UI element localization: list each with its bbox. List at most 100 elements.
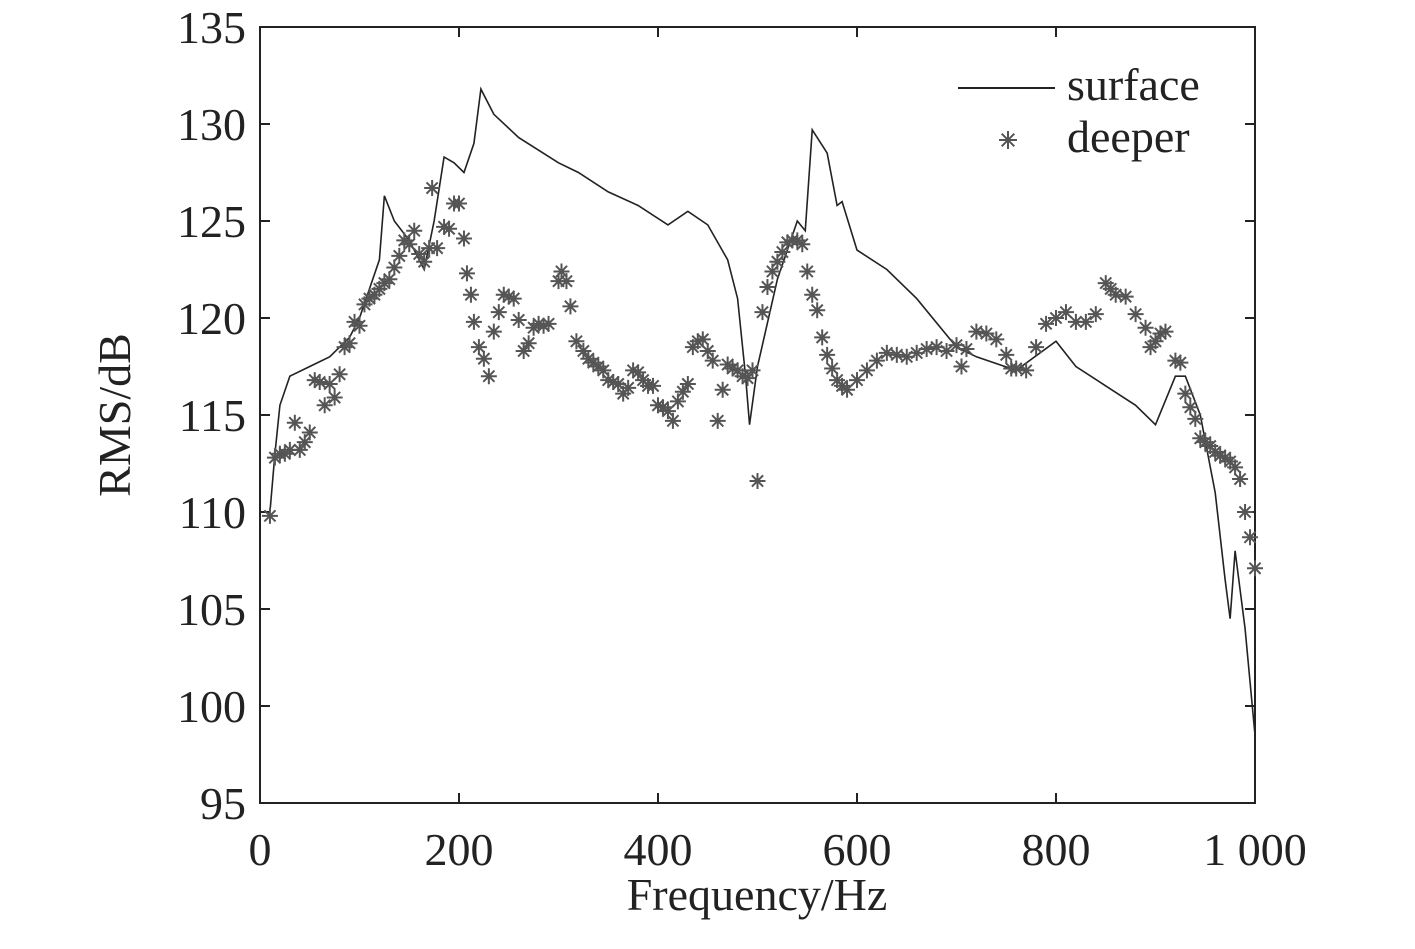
scatter-point: [480, 368, 497, 385]
scatter-point: [724, 360, 741, 377]
scatter-point: [436, 218, 453, 235]
scatter-point: [465, 313, 482, 330]
x-axis-label: Frequency/Hz: [627, 869, 888, 920]
scatter-point: [286, 414, 303, 431]
scatter-point: [714, 381, 731, 398]
scatter-point: [1167, 352, 1184, 369]
scatter-point: [908, 344, 925, 361]
scatter-point: [699, 342, 716, 359]
scatter-point: [749, 472, 766, 489]
scatter-point: [535, 317, 552, 334]
scatter-point: [391, 247, 408, 264]
scatter-point: [406, 222, 423, 239]
scatter-point: [429, 240, 446, 257]
scatter-point: [968, 323, 985, 340]
scatter-point: [1018, 362, 1035, 379]
scatter-point: [1212, 447, 1229, 464]
scatter-point: [978, 325, 995, 342]
scatter-point: [1117, 288, 1134, 305]
scatter-point: [520, 335, 537, 352]
y-tick-label: 95: [200, 778, 246, 829]
scatter-point: [1172, 354, 1189, 371]
scatter-point: [1177, 385, 1194, 402]
scatter-point: [1157, 323, 1174, 340]
scatter-point: [769, 253, 786, 270]
scatter-point: [296, 434, 313, 451]
y-tick-label: 120: [177, 293, 246, 344]
scatter-point: [958, 341, 975, 358]
scatter-point: [988, 331, 1005, 348]
scatter-point: [301, 424, 318, 441]
scatter-point: [568, 333, 585, 350]
scatter-point: [754, 304, 771, 321]
x-tick-label: 0: [249, 824, 272, 875]
scatter-point: [424, 180, 441, 197]
legend-label: deeper: [1067, 111, 1190, 162]
y-tick-label: 100: [177, 681, 246, 732]
scatter-point: [381, 271, 398, 288]
scatter-point: [575, 342, 592, 359]
scatter-point: [868, 352, 885, 369]
y-tick-label: 130: [177, 99, 246, 150]
scatter-point: [386, 259, 403, 276]
scatter-point: [953, 358, 970, 375]
scatter-point: [734, 368, 751, 385]
scatter-point: [1008, 360, 1025, 377]
scatter-point: [674, 383, 691, 400]
y-tick-label: 105: [177, 584, 246, 635]
scatter-point: [928, 339, 945, 356]
scatter-point: [679, 375, 696, 392]
scatter-point: [326, 389, 343, 406]
scatter-point: [744, 362, 761, 379]
scatter-point: [1127, 306, 1144, 323]
scatter-point: [1232, 471, 1249, 488]
scatter-point: [998, 346, 1015, 363]
scatter-point: [605, 374, 622, 391]
scatter-point: [779, 234, 796, 251]
scatter-point: [689, 333, 706, 350]
scatter-point: [530, 315, 547, 332]
scatter-point: [1067, 313, 1084, 330]
scatter-point: [1182, 399, 1199, 416]
scatter-point: [470, 339, 487, 356]
scatter-point: [630, 364, 647, 381]
scatter-point: [540, 315, 557, 332]
scatter-point: [709, 412, 726, 429]
scatter-point: [625, 362, 642, 379]
scatter-point: [441, 220, 458, 237]
scatter-point: [595, 362, 612, 379]
scatter-point: [485, 323, 502, 340]
scatter-point: [645, 377, 662, 394]
scatter-point: [455, 230, 472, 247]
scatter-point: [694, 331, 711, 348]
scatter-point: [1147, 333, 1164, 350]
scatter-point: [804, 286, 821, 303]
scatter-point: [704, 352, 721, 369]
scatter-point: [888, 346, 905, 363]
scatter-point: [291, 441, 308, 458]
scatter-point: [462, 286, 479, 303]
scatter-point: [281, 441, 298, 458]
scatter-point: [1077, 313, 1094, 330]
legend-swatch: [999, 131, 1017, 149]
x-tick-label: 1 000: [1203, 824, 1307, 875]
scatter-point: [1028, 339, 1045, 356]
scatter-point: [562, 298, 579, 315]
scatter-point: [1107, 286, 1124, 303]
scatter-point: [799, 263, 816, 280]
scatter-point: [306, 372, 323, 389]
scatter-point: [458, 265, 475, 282]
scatter-point: [261, 507, 278, 524]
scatter-point: [824, 360, 841, 377]
scatter-point: [659, 403, 676, 420]
scatter-point: [849, 372, 865, 389]
scatter-point: [1057, 304, 1074, 321]
scatter-point: [819, 346, 836, 363]
scatter-point: [650, 397, 666, 414]
scatter-point: [490, 304, 507, 321]
scatter-point: [764, 263, 781, 280]
scatter-point: [918, 341, 935, 358]
scatter-point: [620, 379, 637, 396]
scatter-point: [451, 195, 467, 212]
